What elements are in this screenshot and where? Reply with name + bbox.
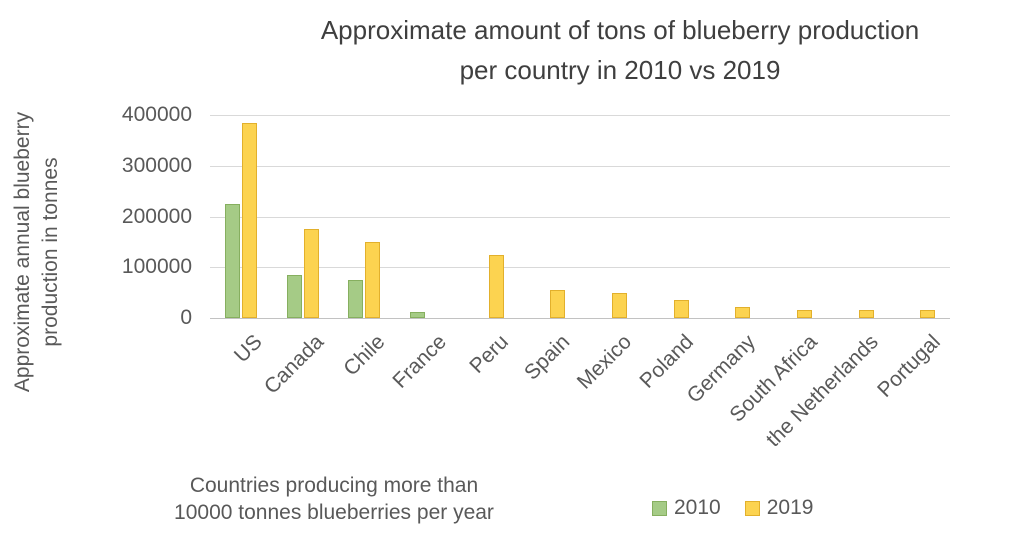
x-label-us: US: [229, 330, 267, 368]
gridline: [210, 115, 950, 116]
gridline: [210, 165, 950, 167]
y-tick-label-100000: 100000: [121, 255, 192, 279]
bar-2019-portugal: [920, 310, 936, 318]
y-tick-label-400000: 400000: [121, 103, 192, 126]
gridline: [210, 267, 950, 269]
y-axis-title: Approximate annual blueberry production …: [9, 112, 65, 392]
plot-area: [210, 115, 950, 319]
x-label-mexico: Mexico: [573, 330, 637, 394]
gridline: [210, 216, 950, 218]
x-label-peru: Peru: [465, 330, 514, 378]
chart-title-line-1: Approximate amount of tons of blueberry …: [320, 15, 920, 45]
y-tick-label-0: 0: [180, 306, 192, 329]
bar-2019-spain: [550, 290, 566, 318]
x-label-portugal: Portugal: [873, 330, 945, 402]
legend-label-2010: 2010: [674, 496, 721, 519]
x-label-spain: Spain: [520, 330, 575, 385]
x-label-chile: Chile: [339, 330, 390, 381]
x-axis-line: [210, 318, 950, 319]
bar-2010-us: [224, 204, 240, 318]
x-label-the-netherlands: the Netherlands: [761, 330, 884, 452]
bar-2019-canada: [303, 229, 319, 318]
y-tick-label-300000: 300000: [121, 153, 192, 177]
y-axis-title-line-1: Approximate annual blueberry: [11, 111, 34, 393]
bar-2019-the-netherlands: [858, 310, 874, 318]
bar-2010-canada: [286, 275, 302, 318]
bar-2019-us: [241, 123, 257, 318]
chart-title-line-2: per country in 2010 vs 2019: [459, 55, 781, 85]
x-label-canada: Canada: [259, 330, 329, 399]
bar-2019-poland: [673, 300, 689, 318]
x-axis-title-line-1: Countries producing more than: [189, 474, 479, 497]
legend-swatch-2019: [744, 500, 760, 516]
legend-item-2019: 2019: [744, 496, 814, 520]
chart-title: Approximate amount of tons of blueberry …: [220, 10, 1020, 90]
bar-2019-chile: [365, 242, 381, 318]
bar-2010-france: [409, 312, 425, 318]
bar-2019-germany: [735, 307, 751, 318]
bar-2019-south-africa: [796, 310, 812, 318]
x-label-france: France: [388, 330, 452, 393]
x-axis-title: Countries producing more than 10000 tonn…: [128, 472, 540, 526]
bar-2019-mexico: [611, 293, 627, 318]
x-axis-title-line-2: 10000 tonnes blueberries per year: [174, 501, 494, 524]
legend-swatch-2010: [652, 500, 667, 516]
bar-2019-peru: [488, 255, 504, 318]
y-tick-label-200000: 200000: [121, 204, 192, 228]
legend-label-2019: 2019: [766, 496, 814, 519]
bar-2010-chile: [348, 280, 364, 318]
legend: 2010 2019: [652, 496, 813, 520]
legend-item-2010: 2010: [652, 496, 721, 520]
